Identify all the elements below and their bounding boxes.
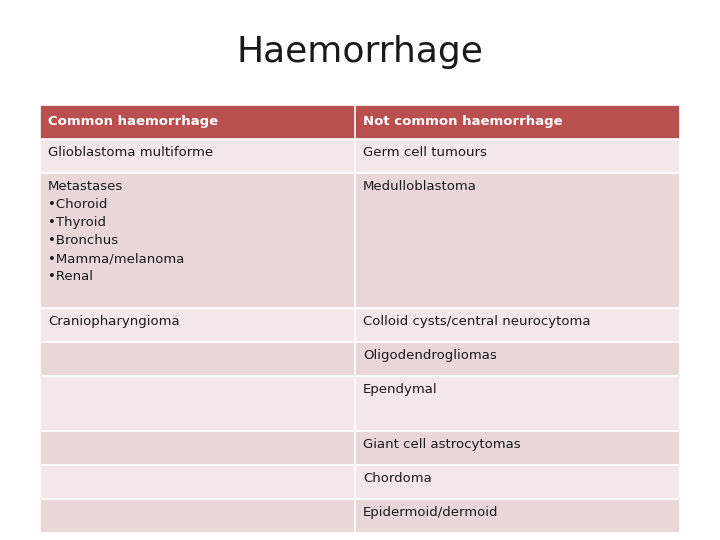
Text: Chordoma: Chordoma	[363, 472, 432, 485]
Text: Germ cell tumours: Germ cell tumours	[363, 146, 487, 159]
Bar	[40, 342, 355, 376]
Text: Medulloblastoma: Medulloblastoma	[363, 180, 477, 193]
Text: Ependymal: Ependymal	[363, 383, 438, 396]
Bar	[355, 431, 680, 465]
Bar	[355, 499, 680, 533]
Text: Oligodendrogliomas: Oligodendrogliomas	[363, 349, 497, 362]
Bar	[40, 431, 355, 465]
Text: Craniopharyngioma: Craniopharyngioma	[48, 315, 179, 328]
Bar	[355, 342, 680, 376]
Bar	[355, 376, 680, 431]
Bar	[355, 173, 680, 308]
Text: Giant cell astrocytomas: Giant cell astrocytomas	[363, 438, 521, 451]
Bar	[355, 465, 680, 499]
Bar	[355, 139, 680, 173]
Bar	[40, 139, 355, 173]
Bar	[40, 173, 355, 308]
Bar	[355, 105, 680, 139]
Text: Common haemorrhage: Common haemorrhage	[48, 116, 218, 129]
Bar	[40, 105, 355, 139]
Text: Epidermoid/dermoid: Epidermoid/dermoid	[363, 506, 498, 519]
Text: Haemorrhage: Haemorrhage	[237, 35, 483, 69]
Bar	[40, 308, 355, 342]
Bar	[40, 376, 355, 431]
Text: Metastases
•Choroid
•Thyroid
•Bronchus
•Mamma/melanoma
•Renal: Metastases •Choroid •Thyroid •Bronchus •…	[48, 180, 184, 283]
Text: Glioblastoma multiforme: Glioblastoma multiforme	[48, 146, 213, 159]
Text: Not common haemorrhage: Not common haemorrhage	[363, 116, 562, 129]
Text: Colloid cysts/central neurocytoma: Colloid cysts/central neurocytoma	[363, 315, 590, 328]
Bar	[355, 308, 680, 342]
Bar	[40, 465, 355, 499]
Bar	[40, 499, 355, 533]
